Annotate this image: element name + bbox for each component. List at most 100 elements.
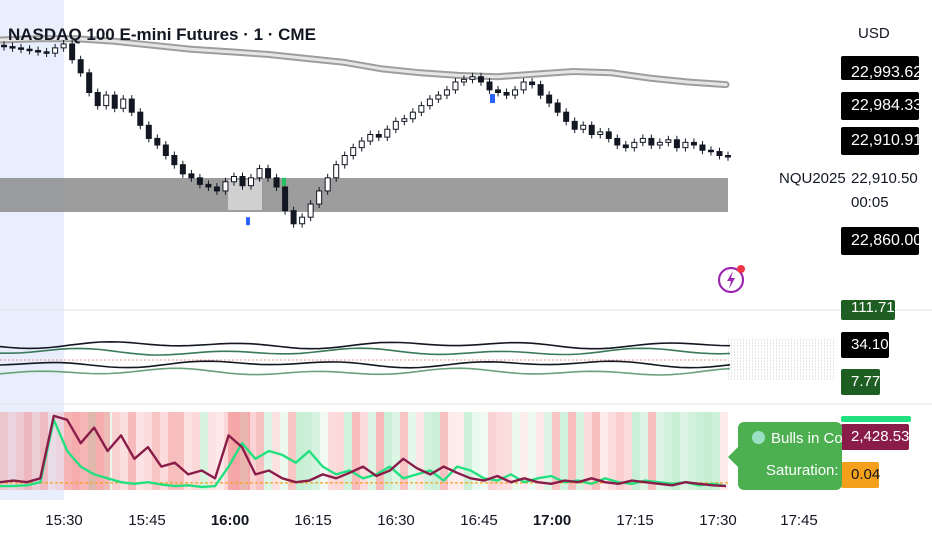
candle-body <box>409 111 416 120</box>
bull-series-line <box>0 418 727 489</box>
osc-low-label: 7.77 <box>841 369 881 395</box>
x-tick-label: 17:30 <box>699 512 737 529</box>
heat-stripe <box>616 412 624 490</box>
heat-stripe <box>672 412 680 490</box>
candle-body <box>307 203 314 218</box>
candle-body <box>239 176 246 187</box>
candle-body <box>563 111 570 122</box>
candle-body <box>94 92 101 107</box>
candle-body <box>103 94 110 107</box>
x-tick-label: 16:30 <box>377 512 415 529</box>
heat-stripe <box>440 412 448 490</box>
heat-stripe <box>176 412 184 490</box>
candle-body <box>162 144 169 156</box>
candle-body <box>230 176 237 183</box>
candle-body <box>52 47 59 54</box>
candle-body <box>469 76 476 80</box>
tooltip-line-1: Bulls in Co <box>752 430 843 447</box>
pressure-label: 2,428.53 <box>841 424 910 450</box>
osc-line <box>0 347 731 356</box>
heat-stripe <box>704 412 712 490</box>
heat-stripe <box>256 412 264 490</box>
candle-body <box>358 140 365 149</box>
candle-body <box>537 84 544 96</box>
x-tick-label: 15:45 <box>128 512 166 529</box>
chart-title: NASDAQ 100 E-mini Futures · 1 · CME <box>8 25 316 44</box>
heat-stripe <box>144 412 152 490</box>
heat-stripe <box>344 412 352 490</box>
candle-body <box>588 124 595 135</box>
x-tick-label: 17:00 <box>532 512 572 529</box>
candle-body <box>145 124 152 139</box>
heat-stripe <box>552 412 560 490</box>
candle-body <box>614 137 621 146</box>
heat-stripe <box>608 412 616 490</box>
candle-body <box>222 181 229 192</box>
candle-body <box>690 141 697 146</box>
heat-stripe <box>248 412 256 490</box>
heat-stripe <box>40 412 48 490</box>
heat-stripe <box>56 412 64 490</box>
signal-marker-blue <box>246 217 250 226</box>
heat-stripe <box>600 412 608 490</box>
currency-label[interactable]: USD <box>858 25 890 42</box>
candle-body <box>401 118 408 122</box>
heat-stripe <box>8 412 16 490</box>
candle-body <box>179 164 186 175</box>
heat-stripe <box>32 412 40 490</box>
x-tick-label: 17:45 <box>780 512 818 529</box>
heat-stripe <box>488 412 496 490</box>
candle-body <box>384 128 391 138</box>
heat-panel <box>0 412 728 490</box>
heat-stripe <box>560 412 568 490</box>
heat-stripe <box>216 412 224 490</box>
candle-body <box>256 168 263 179</box>
candle-body <box>725 155 731 158</box>
symbol-label: NQU2025 <box>779 170 846 187</box>
bull-value-bar <box>841 416 911 422</box>
heat-stripe <box>288 412 296 490</box>
heat-stripe <box>136 412 144 490</box>
candle-body <box>622 144 629 149</box>
lightning-icon[interactable] <box>716 262 750 296</box>
oscillator-panel <box>0 339 836 380</box>
heat-stripe <box>376 412 384 490</box>
heat-stripe <box>48 412 56 490</box>
heat-stripe <box>128 412 136 490</box>
candle-body <box>605 131 612 139</box>
heat-stripe <box>696 412 704 490</box>
heat-stripe <box>480 412 488 490</box>
price-label-2: 22,984.33 <box>841 92 922 120</box>
heat-stripe <box>512 412 520 490</box>
heat-stripe <box>296 412 304 490</box>
price-label-top: 22,993.62 <box>841 56 919 80</box>
candle-body <box>443 89 450 96</box>
heat-stripe <box>536 412 544 490</box>
heat-stripe <box>16 412 24 490</box>
candle-body <box>26 48 33 52</box>
x-tick-label: 15:30 <box>45 512 83 529</box>
heat-stripe <box>400 412 408 490</box>
x-tick-label: 17:15 <box>616 512 654 529</box>
saturation-label: 0.04 <box>841 462 880 488</box>
candle-body <box>299 216 306 225</box>
heat-stripe <box>272 412 280 490</box>
candle-body <box>341 155 348 166</box>
candle-body <box>707 149 714 153</box>
candle-body <box>9 46 16 49</box>
candle-body <box>682 141 689 149</box>
candle-body <box>554 102 561 113</box>
regime-tooltip: Bulls in Co Saturation: <box>728 422 843 490</box>
x-tick-label: 16:15 <box>294 512 332 529</box>
heat-stripe <box>464 412 472 490</box>
candle-body <box>324 177 331 192</box>
heat-stripe <box>168 412 176 490</box>
candle-body <box>290 210 297 225</box>
signal-marker-blue-2 <box>490 94 495 104</box>
heat-stripe <box>208 412 216 490</box>
heat-stripe <box>64 412 110 490</box>
candle-body <box>631 141 638 149</box>
heat-stripe <box>152 412 160 490</box>
candle-body <box>367 134 374 142</box>
